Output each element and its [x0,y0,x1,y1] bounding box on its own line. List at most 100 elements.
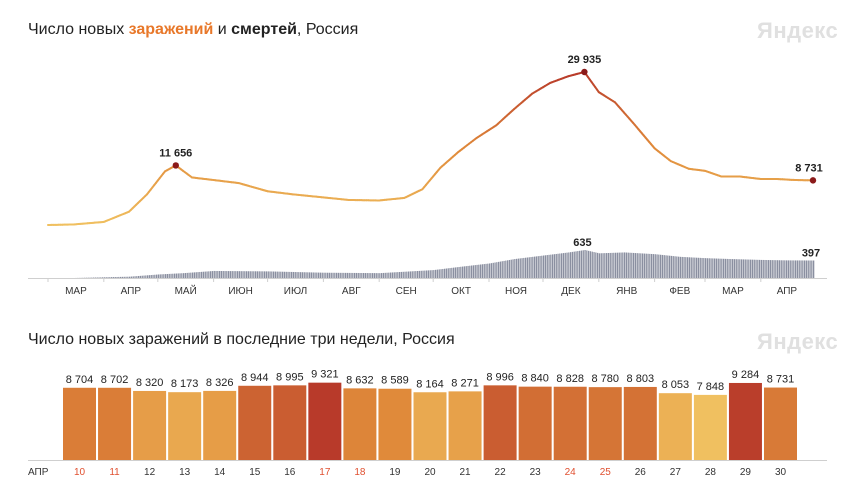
deaths-peak-label: 635 [573,237,591,249]
bar [168,392,202,460]
death-bar [100,277,102,278]
death-bar [487,263,489,278]
bar-value-label: 8 995 [276,371,304,383]
bar-value-label: 9 284 [732,369,760,381]
death-bar [550,254,552,278]
death-bar [156,274,158,278]
category-label: 11 [109,467,120,478]
bar [518,386,552,460]
death-bar [726,258,728,278]
death-bar [687,257,689,278]
death-bar [269,271,271,278]
death-bar [645,253,647,278]
death-bar [449,268,451,278]
death-bar [463,266,466,278]
death-bar [598,253,601,278]
bar [133,390,167,460]
death-bar [219,270,221,278]
death-bar [231,271,233,278]
bar [98,387,132,460]
death-bar [580,250,583,278]
death-bar [678,256,680,278]
death-bar [796,260,799,278]
death-bar [778,260,781,278]
death-bar [265,271,268,278]
death-bar [235,271,237,278]
death-bar [159,274,161,278]
death-bar [557,253,559,278]
death-bar [595,252,597,278]
x-tick-label: АВГ [342,286,361,297]
death-bar [714,258,716,278]
category-label: 10 [74,467,86,478]
death-bar [172,273,174,278]
death-bar [323,272,325,278]
death-bar [710,258,712,278]
death-bar [481,264,484,278]
death-bar [719,258,721,278]
death-bar [154,274,156,278]
death-bar [739,259,741,278]
death-bar [733,259,736,278]
category-label: 29 [740,467,752,478]
yandex-logo-bottom: Яндекс [757,329,839,354]
bar [483,385,517,460]
death-bar [228,271,230,278]
death-bar [620,252,622,278]
death-bar [804,260,806,278]
death-bar [318,272,320,278]
death-bar [618,252,620,278]
death-bar [300,272,302,278]
x-tick-label: ИЮЛ [284,286,307,297]
x-tick-label: ДЕК [561,286,580,297]
death-bar [129,276,131,278]
death-bar [202,271,205,278]
death-bar [310,272,313,278]
death-bar [766,260,768,278]
deaths-bars [75,250,815,278]
death-bar [721,258,723,278]
death-bar [723,258,725,278]
death-bar [465,266,467,278]
death-bar [395,272,397,278]
death-bar [229,271,232,278]
death-bar [175,273,178,278]
bar-value-label: 8 704 [66,374,94,386]
death-bar [150,275,152,278]
death-bar [661,254,664,278]
death-bar [361,273,363,278]
death-bar [786,260,788,278]
peak-may-label: 11 656 [159,147,192,159]
death-bar [436,269,439,278]
death-bar [498,261,500,278]
death-bar [391,272,394,278]
death-bar [784,260,786,278]
death-bar [755,259,757,278]
death-bar [750,259,752,278]
death-bar [696,257,698,278]
death-bar [319,272,322,278]
death-bar [690,257,692,278]
death-bar [420,270,422,278]
bar [343,388,377,460]
death-bar [613,252,615,278]
death-bar [681,256,683,278]
death-bar [548,254,550,278]
death-bar [514,259,516,278]
death-bar [309,272,311,278]
death-bar [337,272,340,278]
death-bar [350,272,352,278]
category-label: 23 [530,467,542,478]
bottom-chart-title: Число новых заражений в последние три не… [28,331,455,348]
death-bar [211,271,214,278]
death-bar [692,257,694,278]
death-bar [476,264,478,278]
death-bar [363,273,365,278]
death-bar [370,273,372,278]
death-bar [222,271,224,278]
death-bar [757,259,759,278]
bar-value-label: 8 326 [206,377,234,389]
death-bar [559,253,561,278]
yandex-logo-top: Яндекс [757,18,839,43]
death-bar [769,260,772,278]
